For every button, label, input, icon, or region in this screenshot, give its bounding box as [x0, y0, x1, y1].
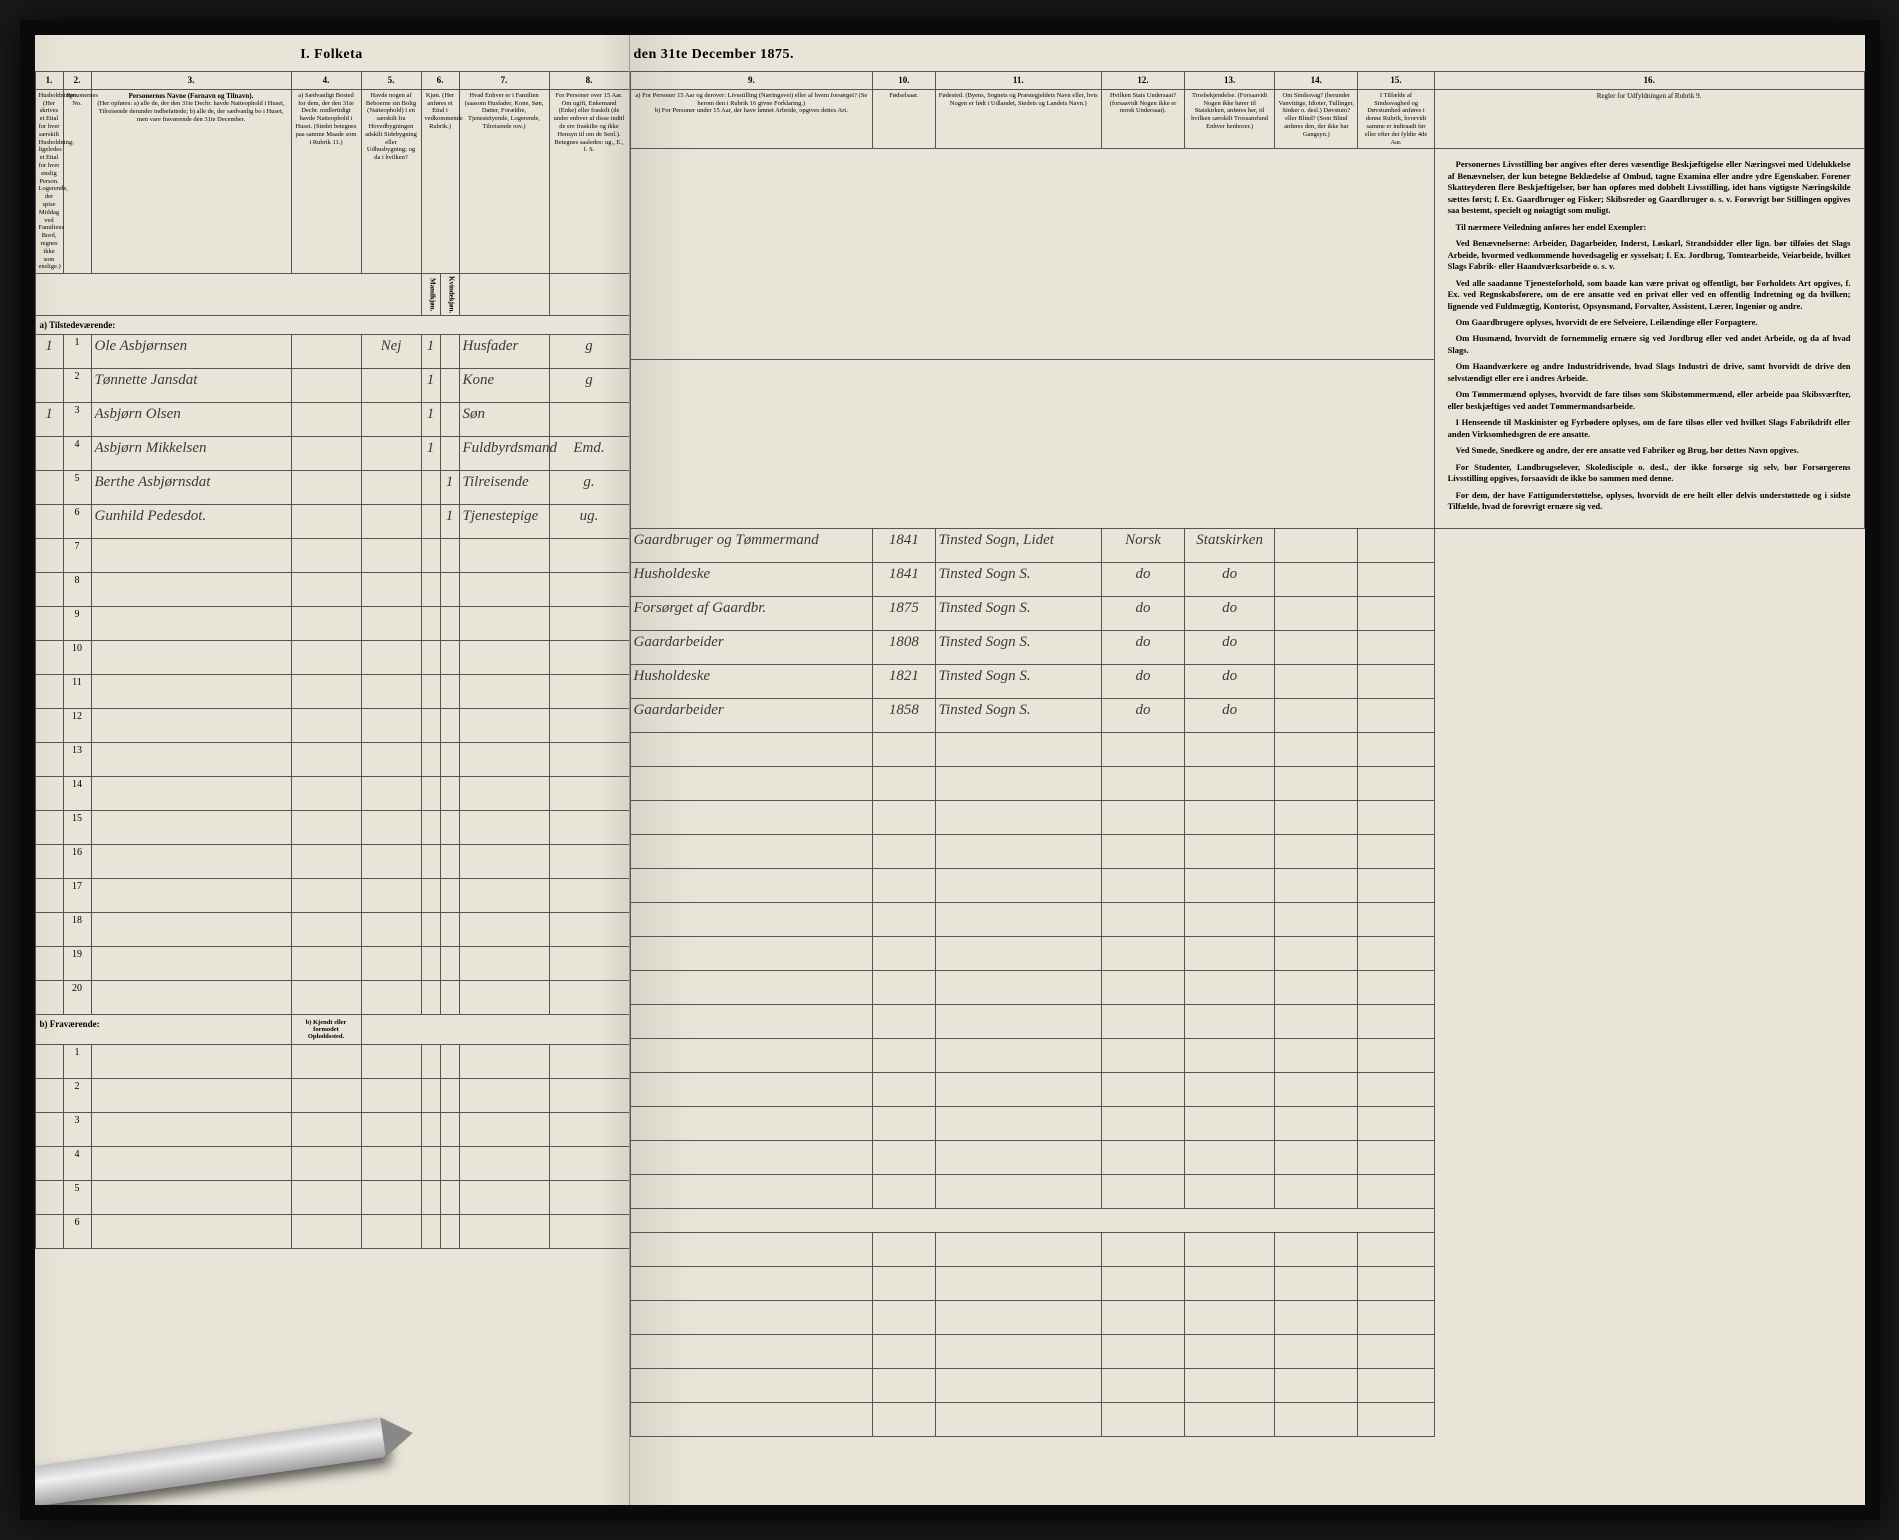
right-empty-a	[630, 732, 1864, 1208]
table-row: 20	[35, 981, 629, 1015]
col-number-row: 1. 2. 3. 4. 5. 6. 7. 8.	[35, 72, 629, 90]
table-row: 16	[35, 845, 629, 879]
table-row: 2	[35, 1079, 629, 1113]
left-table: 1. 2. 3. 4. 5. 6. 7. 8. Husholdninger. (…	[35, 71, 630, 1249]
table-row	[630, 1072, 1864, 1106]
table-row	[630, 868, 1864, 902]
left-body-a: 1 1 Ole Asbjørnsen Nej 1 Husfader g 2 Tø…	[35, 335, 629, 539]
table-row: 7	[35, 539, 629, 573]
sub-header: Mandkjøn. Kvindekjøn.	[35, 274, 629, 316]
table-row	[630, 1266, 1864, 1300]
table-row: 12	[35, 709, 629, 743]
table-row	[630, 732, 1864, 766]
table-row: 3	[35, 1113, 629, 1147]
header-row: Husholdninger. (Her skrives et Ettal for…	[35, 89, 629, 273]
table-row	[630, 1402, 1864, 1436]
instructions-text: Personernes Livsstilling bør angives eft…	[1438, 151, 1861, 525]
table-row	[630, 1106, 1864, 1140]
pencil-overlay	[35, 1417, 386, 1505]
table-row: 10	[35, 641, 629, 675]
left-page: I. Folketa 1. 2. 3. 4. 5. 6. 7. 8. Husho…	[35, 35, 630, 1505]
instructions-cell: Personernes Livsstilling bør angives eft…	[1434, 149, 1864, 528]
table-row	[630, 766, 1864, 800]
table-row: 5 Berthe Asbjørnsdat 1 Tilreisende g.	[35, 471, 629, 505]
right-empty-b	[630, 1232, 1864, 1436]
table-row: 18	[35, 913, 629, 947]
table-row	[630, 1300, 1864, 1334]
table-row: 17	[35, 879, 629, 913]
table-row: 15	[35, 811, 629, 845]
table-row: 5	[35, 1181, 629, 1215]
right-table: 9. 10. 11. 12. 13. 14. 15. 16. a) For Pe…	[630, 71, 1865, 1437]
section-b-row: b) Fraværende: b) Kjendt eller formodet …	[35, 1015, 629, 1045]
table-row	[630, 970, 1864, 1004]
table-row: 4	[35, 1147, 629, 1181]
table-row: 6	[35, 1215, 629, 1249]
table-row: 1	[35, 1045, 629, 1079]
table-row: 8	[35, 573, 629, 607]
table-row	[630, 800, 1864, 834]
table-row: Husholdeske 1841 Tinsted Sogn S. do do	[630, 562, 1864, 596]
left-empty-b: 123456	[35, 1045, 629, 1249]
right-page: den 31te December 1875. 9. 10. 11. 12. 1…	[630, 35, 1865, 1505]
table-row	[630, 1174, 1864, 1208]
table-row	[630, 1004, 1864, 1038]
table-row: 2 Tønnette Jansdat 1 Kone g	[35, 369, 629, 403]
table-row: Gaardarbeider 1858 Tinsted Sogn S. do do	[630, 698, 1864, 732]
table-row: 11	[35, 675, 629, 709]
table-row	[630, 1368, 1864, 1402]
table-row: 6 Gunhild Pedesdot. 1 Tjenestepige ug.	[35, 505, 629, 539]
table-row	[630, 1140, 1864, 1174]
table-row	[630, 1038, 1864, 1072]
header-row-r: a) For Personer 15 Aar og derover: Livss…	[630, 89, 1864, 149]
table-row: 1 1 Ole Asbjørnsen Nej 1 Husfader g	[35, 335, 629, 369]
table-row	[630, 936, 1864, 970]
section-a-row: a) Tilstedeværende:	[35, 316, 629, 335]
right-body-a: Gaardbruger og Tømmermand 1841 Tinsted S…	[630, 528, 1864, 732]
table-row: 13	[35, 743, 629, 777]
table-row: 14	[35, 777, 629, 811]
table-row: 1 3 Asbjørn Olsen 1 Søn	[35, 403, 629, 437]
col-number-row-r: 9. 10. 11. 12. 13. 14. 15. 16.	[630, 72, 1864, 90]
table-row: 4 Asbjørn Mikkelsen 1 Fuldbyrdsmand Emd.	[35, 437, 629, 471]
table-row: Husholdeske 1821 Tinsted Sogn S. do do	[630, 664, 1864, 698]
table-row: Gaardarbeider 1808 Tinsted Sogn S. do do	[630, 630, 1864, 664]
table-row	[630, 902, 1864, 936]
table-row: 19	[35, 947, 629, 981]
table-row	[630, 834, 1864, 868]
title-right: den 31te December 1875.	[630, 35, 1865, 71]
table-row	[630, 1334, 1864, 1368]
left-empty-a: 7891011121314151617181920	[35, 539, 629, 1015]
table-row	[630, 1232, 1864, 1266]
title-left: I. Folketa	[35, 35, 629, 71]
table-row: 9	[35, 607, 629, 641]
table-row: Gaardbruger og Tømmermand 1841 Tinsted S…	[630, 528, 1864, 562]
table-row: Forsørget af Gaardbr. 1875 Tinsted Sogn …	[630, 596, 1864, 630]
census-book: I. Folketa 1. 2. 3. 4. 5. 6. 7. 8. Husho…	[20, 20, 1880, 1520]
